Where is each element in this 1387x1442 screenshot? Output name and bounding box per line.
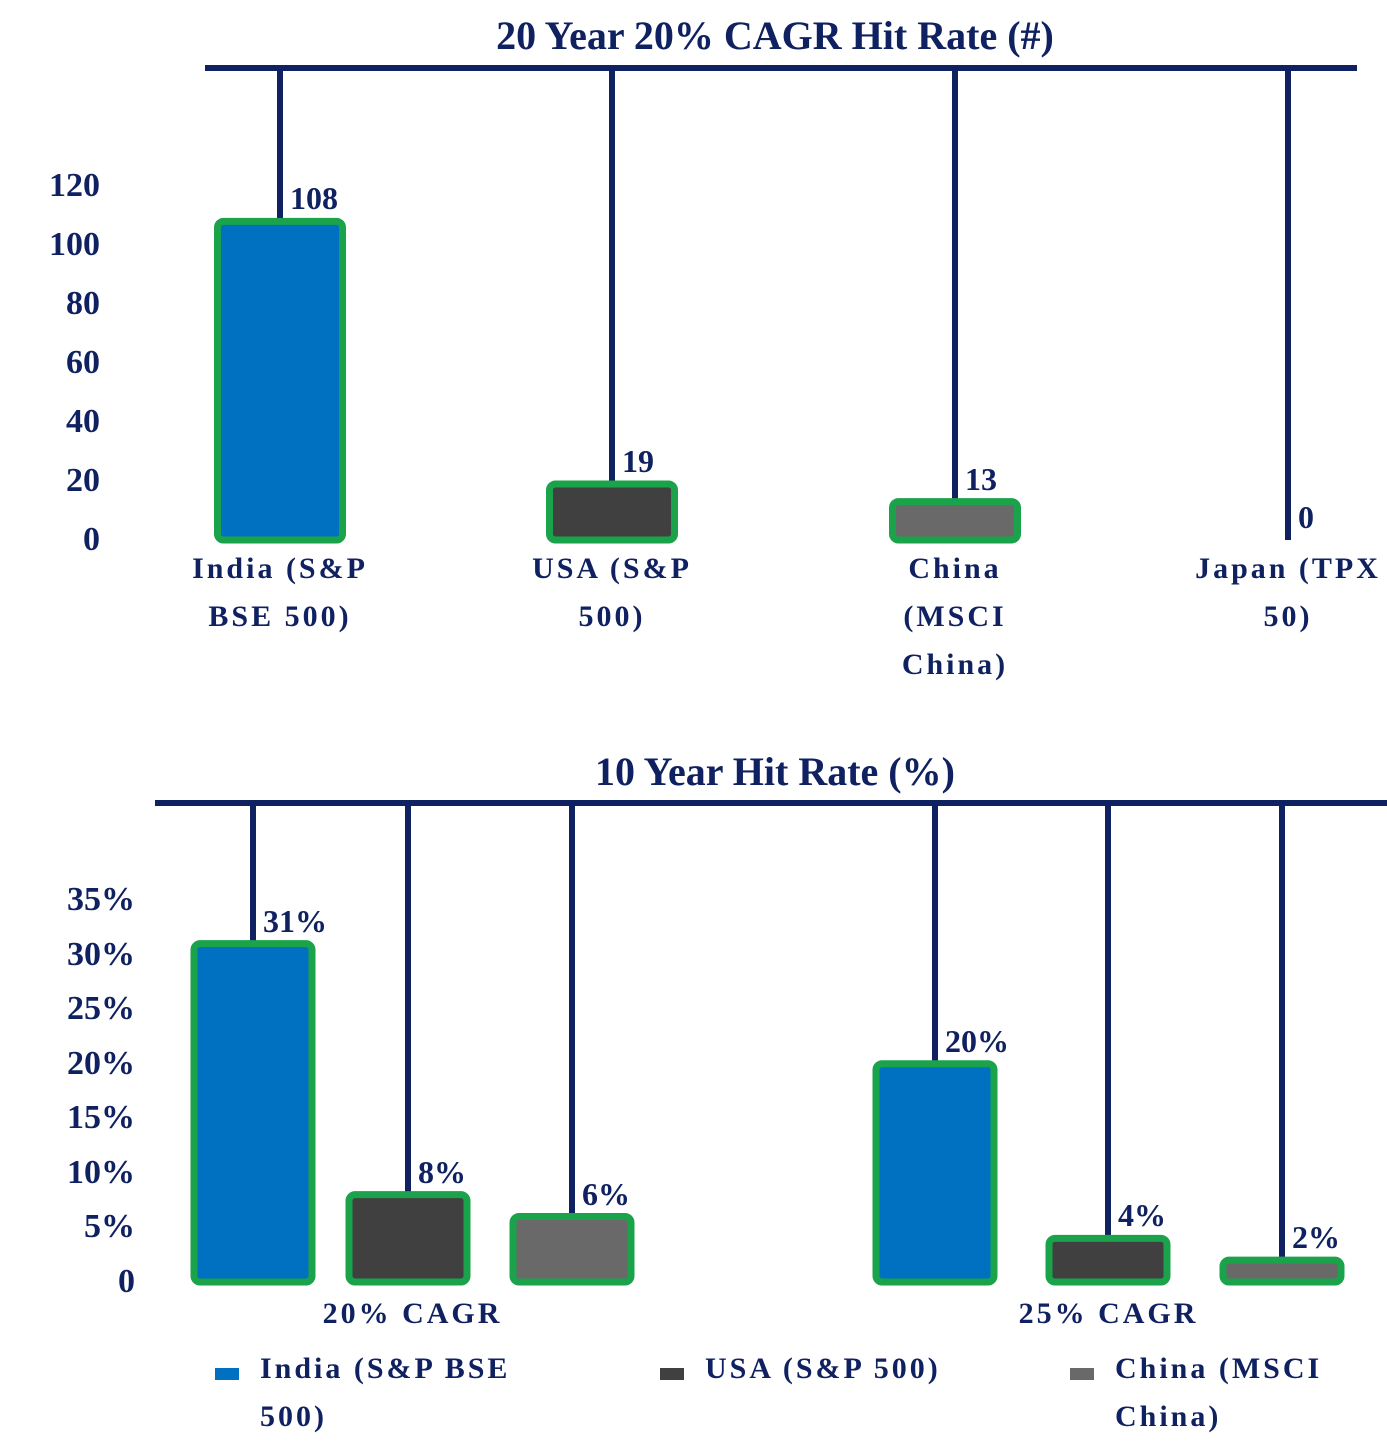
value-label: 108: [290, 180, 338, 217]
bar: [509, 1213, 635, 1286]
value-label: 31%: [263, 902, 327, 939]
x-tick-label: India (S&P BSE 500): [192, 552, 368, 633]
x-tick-label: 20% CAGR: [322, 1297, 503, 1330]
y-tick-label: 35%: [67, 881, 135, 918]
legend-label: India (S&P BSE 500): [260, 1352, 511, 1433]
bar: [1045, 1234, 1171, 1286]
value-label: 8%: [418, 1153, 466, 1190]
y-tick-label: 0: [118, 1263, 135, 1300]
chart-title: 20 Year 20% CAGR Hit Rate (#): [496, 13, 1054, 58]
y-tick-label: 60: [66, 344, 100, 381]
value-label: 4%: [1118, 1197, 1166, 1234]
value-label: 6%: [582, 1175, 630, 1212]
value-label: 0: [1298, 499, 1314, 535]
x-tick-label: USA (S&P 500): [532, 552, 692, 633]
value-label: 20%: [945, 1022, 1009, 1059]
y-tick-label: 40: [66, 403, 100, 440]
bar: [214, 217, 346, 544]
bar: [889, 498, 1021, 544]
bar: [1219, 1256, 1345, 1286]
y-tick-label: 120: [49, 167, 100, 204]
y-tick-label: 0: [83, 521, 100, 558]
legend-swatch: [660, 1368, 684, 1380]
legend-swatch: [1070, 1368, 1094, 1380]
y-tick-label: 80: [66, 285, 100, 322]
chart-title: 10 Year Hit Rate (%): [595, 749, 955, 794]
value-label: 13: [965, 460, 997, 497]
bar: [872, 1060, 998, 1286]
bar: [345, 1191, 471, 1286]
legend-label: USA (S&P 500): [705, 1352, 941, 1385]
y-tick-label: 5%: [84, 1208, 135, 1246]
x-tick-label: 25% CAGR: [1018, 1297, 1199, 1330]
legend-label: China (MSCI China): [1115, 1352, 1323, 1433]
bar: [190, 940, 316, 1286]
x-tick-label: Japan (TPX 50): [1195, 552, 1381, 633]
value-label: 19: [622, 442, 654, 479]
bar: [546, 480, 678, 544]
y-tick-label: 100: [49, 226, 100, 263]
y-tick-label: 25%: [67, 990, 135, 1028]
y-tick-label: 20%: [67, 1044, 135, 1082]
value-label: 2%: [1292, 1219, 1340, 1256]
x-tick-label: China (MSCI China): [901, 552, 1009, 681]
y-tick-label: 15%: [67, 1099, 135, 1137]
legend-swatch: [215, 1368, 239, 1380]
y-tick-label: 30%: [67, 935, 135, 973]
y-tick-label: 10%: [67, 1153, 135, 1191]
y-tick-label: 20: [66, 462, 100, 499]
